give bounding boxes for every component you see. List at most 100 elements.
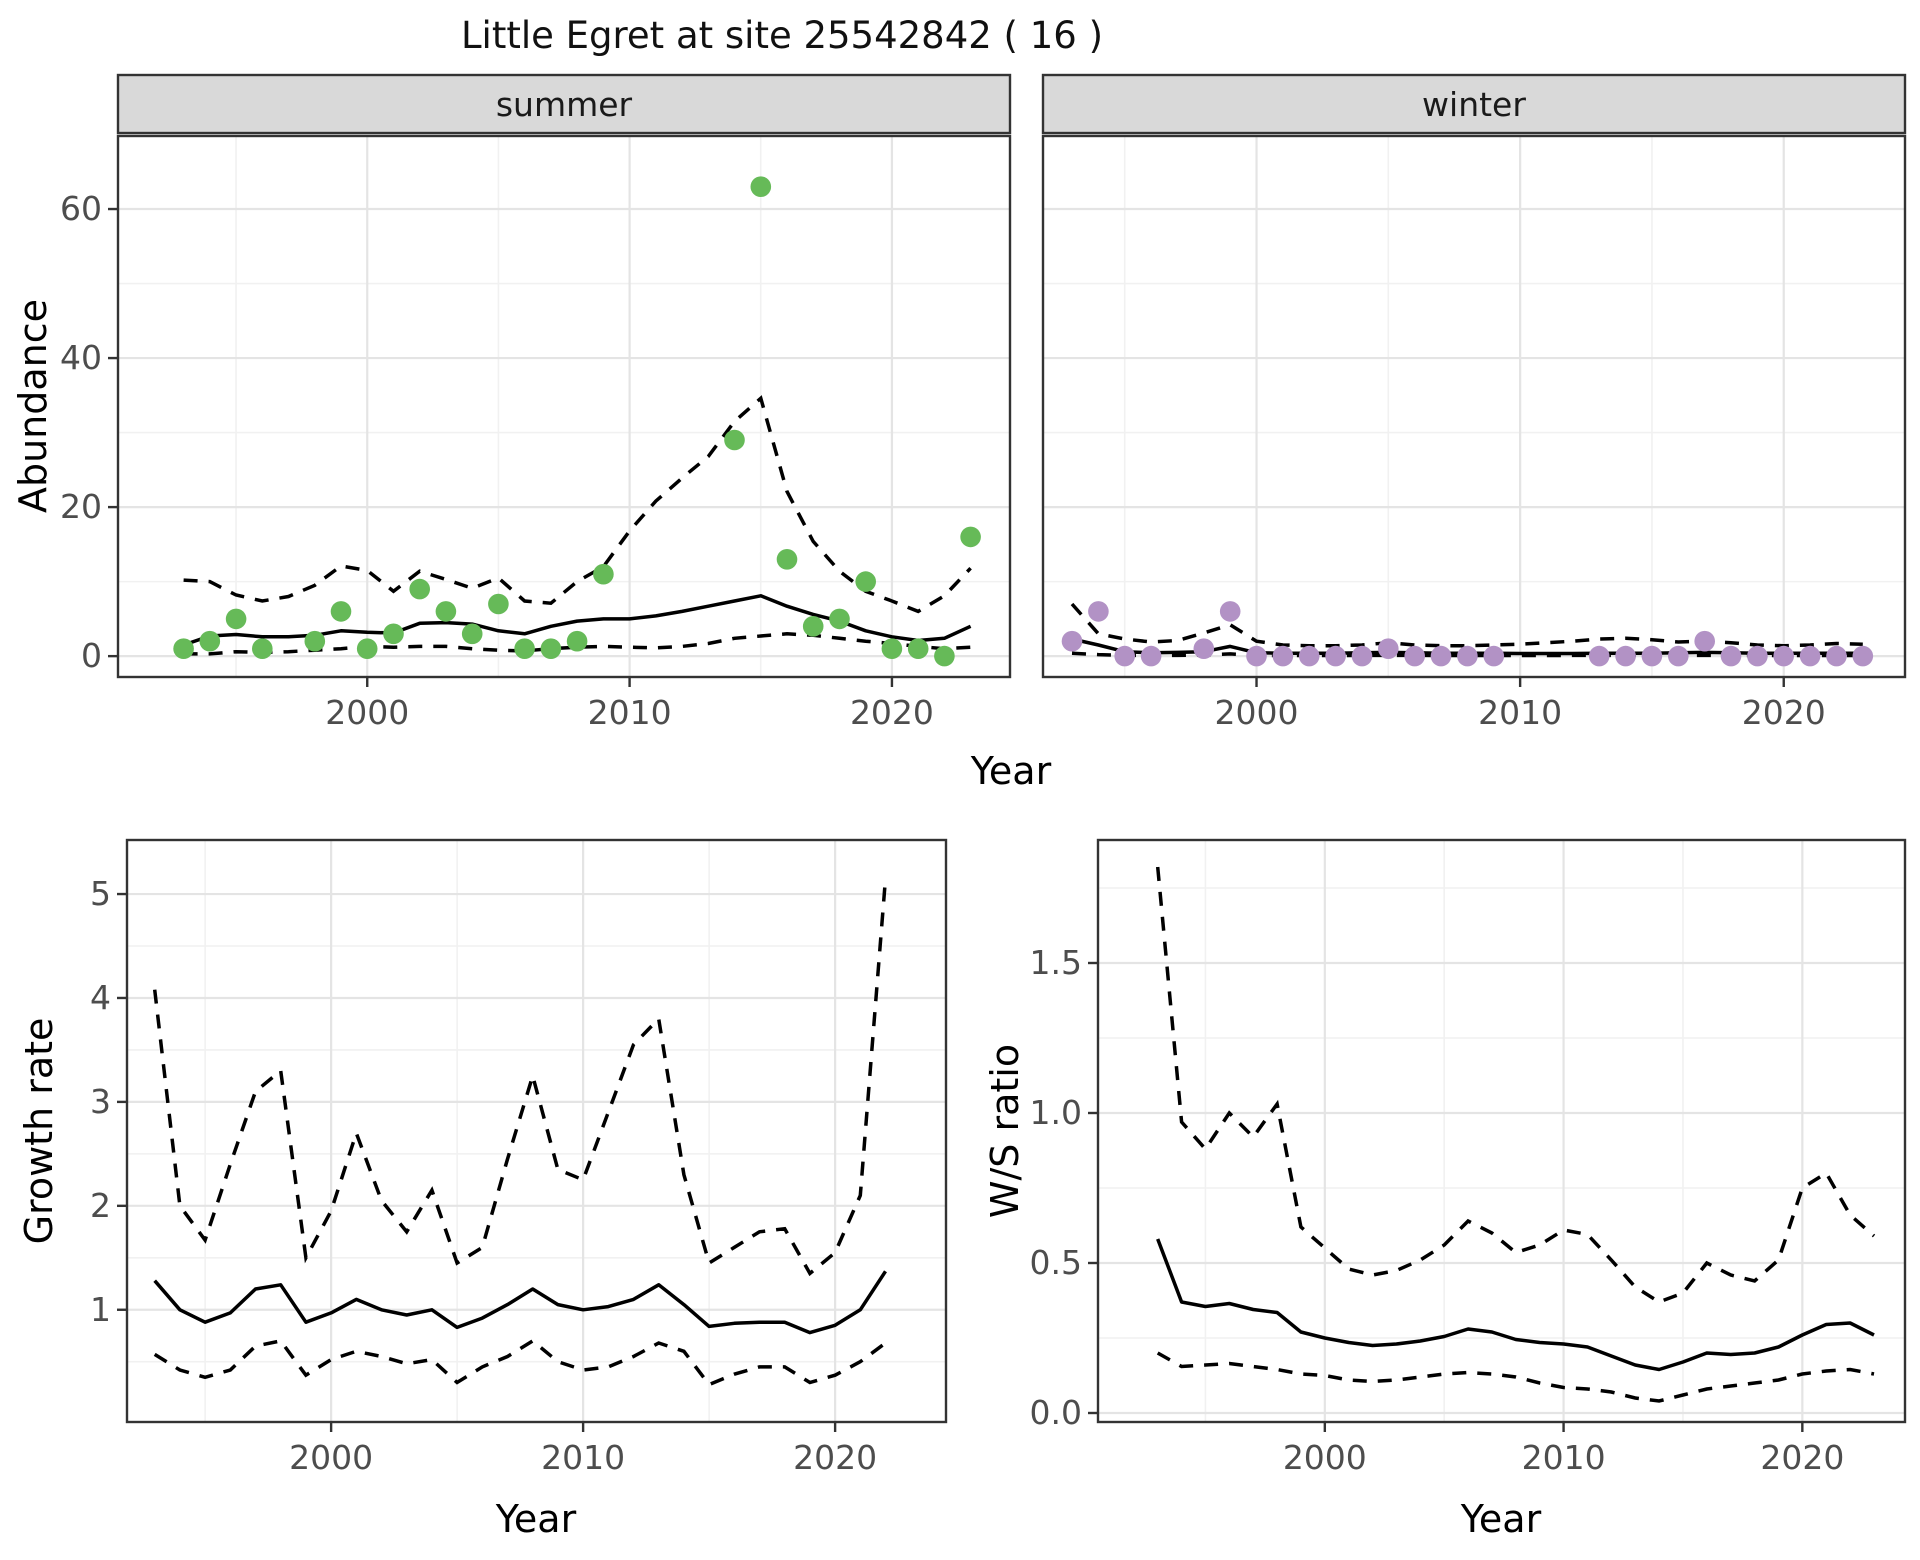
summer-data-point [540, 638, 562, 659]
x-axis-label-year-top: Year [970, 749, 1052, 793]
ws-median-line [1156, 1238, 1875, 1372]
winter-upper-ci-line [1070, 602, 1863, 648]
generated-chart-layers: 2000 2010 2020 0 20 40 60 2000 2010 2020 2000 2010 2… [60, 73, 1907, 1477]
summer-data-point [776, 549, 798, 570]
strip-label-summer: summer [496, 85, 633, 124]
winter-x-tick-label: 2000 [1215, 693, 1299, 732]
summer-x-tick-label: 2000 [325, 693, 409, 732]
summer-data-point [960, 526, 981, 548]
strip-winter [1041, 73, 1907, 135]
winter-data-point [1483, 645, 1505, 667]
winter-data-point [1114, 645, 1135, 667]
ws-upper-ci-line [1155, 866, 1876, 1304]
summer-upper-ci-line [183, 395, 972, 614]
winter-data-point [1799, 645, 1821, 667]
winter-data-point [1615, 645, 1636, 667]
chart-title: Little Egret at site 25542842 ( 16 ) [461, 14, 1103, 57]
winter-data-point [1140, 645, 1162, 667]
summer-data-point [934, 645, 955, 667]
summer-data-point [356, 638, 378, 659]
winter-data-point [1720, 645, 1742, 667]
growth-upper-ci-line [152, 878, 888, 1277]
winter-data-point [1430, 645, 1452, 667]
ws-y-tick-label: 0.0 [1030, 1393, 1082, 1432]
summer-y-tick-label: 0 [81, 636, 102, 675]
summer-panel-background [118, 136, 1010, 677]
summer-data-point [724, 429, 745, 451]
summer-y-tick-label: 60 [60, 189, 102, 228]
ws-panel-border [1096, 838, 1907, 1424]
summer-y-tick-label: 40 [60, 338, 102, 377]
growth-lower-ci-line [153, 1338, 887, 1387]
winter-data-point [1641, 645, 1663, 667]
growth-x-tick-label: 2000 [289, 1438, 373, 1477]
strip-label-winter: winter [1422, 85, 1526, 124]
winter-x-tick-label: 2010 [1478, 693, 1562, 732]
winter-data-point [1246, 645, 1267, 667]
y-axis-label-ws-ratio: W/S ratio [983, 1044, 1027, 1218]
ws-y-tick-label: 1.0 [1030, 1093, 1082, 1132]
summer-data-point [488, 593, 509, 615]
winter-data-point [1061, 630, 1083, 652]
summer-data-point [829, 608, 850, 630]
winter-x-tick-label: 2020 [1742, 693, 1826, 732]
summer-data-point [907, 638, 929, 659]
winter-data-point [1298, 645, 1320, 667]
summer-data-point [173, 638, 194, 659]
x-axis-label-year-bottom-left: Year [495, 1497, 577, 1541]
summer-panel-border [116, 134, 1012, 679]
growth-y-tick-label: 1 [90, 1290, 111, 1329]
summer-data-point [383, 623, 404, 645]
growth-y-tick-label: 3 [90, 1082, 111, 1121]
growth-y-tick-label: 5 [90, 874, 111, 913]
growth-x-tick-label: 2010 [541, 1438, 625, 1477]
ws-panel-background [1098, 840, 1905, 1422]
ws-y-tick-label: 0.5 [1030, 1243, 1082, 1282]
summer-data-point [881, 638, 903, 659]
summer-data-point [855, 571, 876, 592]
summer-data-point [802, 616, 824, 637]
growth-panel-border [125, 838, 948, 1424]
growth-median-line [153, 1270, 887, 1335]
winter-data-point [1219, 601, 1241, 622]
summer-data-point [566, 630, 588, 652]
winter-data-point [1378, 638, 1399, 659]
winter-data-point [1694, 630, 1715, 652]
summer-data-point [304, 630, 326, 652]
summer-data-point [750, 176, 772, 197]
winter-data-point [1588, 645, 1610, 667]
winter-data-point [1773, 645, 1794, 667]
winter-data-point [1193, 638, 1215, 659]
winter-data-point [1747, 645, 1768, 667]
y-axis-label-growth-rate: Growth rate [17, 1018, 61, 1245]
strip-summer [116, 73, 1012, 135]
winter-data-point [1826, 645, 1847, 667]
winter-data-point [1852, 645, 1874, 667]
growth-y-tick-label: 4 [90, 978, 111, 1017]
summer-y-tick-label: 20 [60, 487, 102, 526]
summer-data-point [593, 563, 614, 585]
summer-data-point [514, 638, 535, 659]
winter-data-point [1325, 645, 1346, 667]
winter-data-point [1088, 601, 1109, 622]
winter-panel-background [1043, 136, 1905, 677]
y-axis-label-abundance: Abundance [11, 299, 55, 513]
summer-data-point [225, 608, 247, 630]
ws-y-tick-label: 1.5 [1030, 943, 1082, 982]
ws-x-tick-label: 2020 [1760, 1438, 1844, 1477]
winter-data-point [1351, 645, 1373, 667]
winter-panel-border [1041, 134, 1907, 679]
ws-x-tick-label: 2010 [1522, 1438, 1606, 1477]
summer-data-point [461, 623, 483, 645]
growth-panel-background [127, 840, 946, 1422]
x-axis-label-year-bottom-right: Year [1460, 1497, 1542, 1541]
summer-x-tick-label: 2010 [588, 693, 672, 732]
ws-x-tick-label: 2000 [1283, 1438, 1367, 1477]
growth-x-tick-label: 2020 [793, 1438, 877, 1477]
winter-data-point [1272, 645, 1294, 667]
growth-y-tick-label: 2 [90, 1186, 111, 1225]
summer-data-point [409, 578, 431, 600]
winter-data-point [1404, 645, 1425, 667]
